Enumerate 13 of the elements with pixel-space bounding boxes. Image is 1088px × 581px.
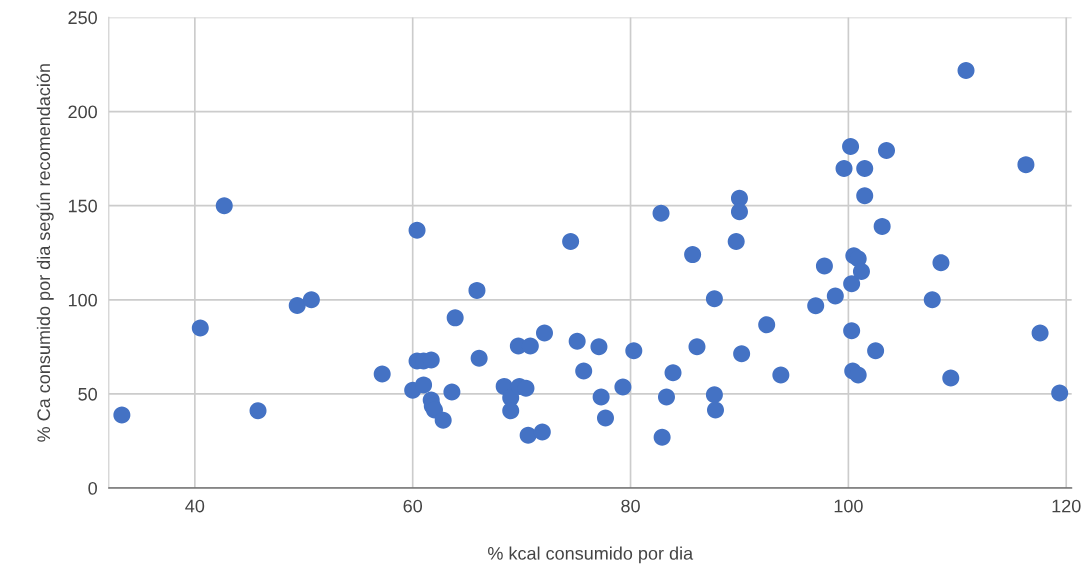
x-tick-label: 80 [621,499,640,513]
x-tick-label: 100 [834,499,863,513]
y-tick-label: 50 [78,387,97,401]
y-tick-label: 0 [88,481,97,495]
y-tick-label: 150 [68,199,97,213]
y-tick-label: 250 [68,11,97,25]
y-tick-label: 100 [68,293,97,307]
y-tick-label: 200 [68,105,97,119]
x-tick-label: 60 [403,499,423,513]
x-axis-title: % kcal consumido por dia [488,546,694,564]
y-axis-title: % Ca consumido por dia según recomendación [36,64,54,442]
x-tick-label: 40 [185,499,205,513]
x-tick-label: 120 [1052,499,1081,513]
